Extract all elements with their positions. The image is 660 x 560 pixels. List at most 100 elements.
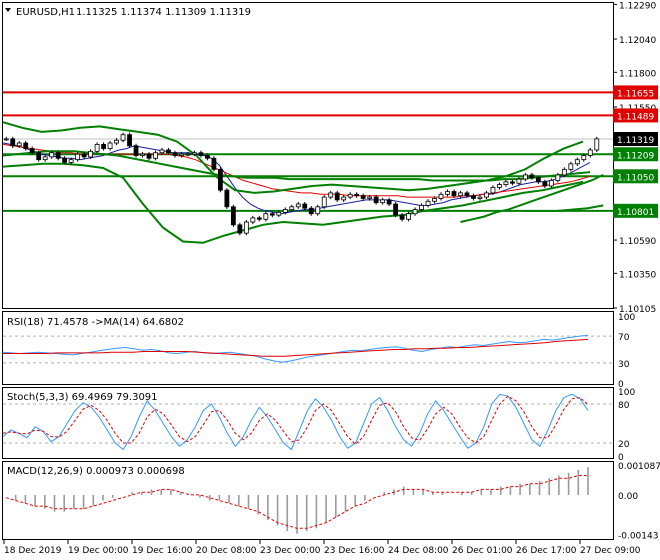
candle-body: [522, 174, 528, 180]
candle-body: [458, 192, 463, 197]
candle-body: [535, 177, 541, 183]
candle-body: [581, 155, 587, 161]
candle-body: [386, 199, 392, 205]
price-level-tag: [613, 108, 658, 123]
price-level-tag: [613, 169, 658, 184]
candle-body: [419, 205, 424, 210]
stoch-tick-label: 20: [618, 440, 630, 450]
price-level-tag: [613, 85, 658, 100]
candle-body: [159, 149, 165, 154]
candle-body: [354, 193, 360, 197]
candle-body: [406, 213, 411, 220]
current-price-label: 1.11319: [617, 136, 654, 146]
candle-body: [107, 142, 113, 149]
chart-symbol: EURUSD,H1: [16, 7, 75, 18]
candle-body: [179, 153, 184, 156]
candle-body: [373, 196, 379, 204]
candle-body: [68, 159, 74, 163]
candle-body: [198, 152, 204, 156]
candle-body: [88, 150, 94, 158]
candle-body: [594, 138, 600, 151]
candle-body: [55, 152, 61, 159]
candle-body: [399, 214, 405, 220]
stoch-plot: 100 80 20 0: [2, 388, 635, 463]
macd-tick-label: 0.00: [618, 492, 638, 502]
price-level-label: 1.10801: [617, 208, 654, 218]
candle-body: [243, 221, 249, 234]
candle-body: [289, 206, 295, 210]
candle-body: [574, 159, 580, 165]
price-series-line: [2, 142, 591, 215]
price-tick-label: 1.11800: [619, 69, 656, 79]
x-tick-label: 26 Dec 01:00: [452, 546, 513, 556]
candle-body: [341, 196, 347, 201]
rsi-tick-label: 70: [618, 333, 630, 343]
candle-body: [302, 203, 308, 209]
x-tick-label: 19 Dec 16:00: [132, 546, 193, 556]
candle-body: [497, 184, 502, 188]
price-tick-label: 1.12040: [619, 36, 656, 46]
candle-body: [490, 186, 496, 194]
candle-body: [224, 189, 230, 208]
candle-body: [29, 148, 35, 154]
candle-body: [120, 134, 126, 141]
x-tick-label: 20 Dec 08:00: [196, 546, 257, 556]
collapse-triangle-icon[interactable]: [5, 8, 11, 12]
x-tick-label: 23 Dec 00:00: [260, 546, 321, 556]
stoch-title: Stoch(5,3,3) 69.4969 79.3091: [7, 392, 158, 403]
candle-body: [438, 193, 444, 199]
x-tick-label: 27 Dec 09:00: [580, 546, 641, 556]
price-level-label: 1.11050: [617, 173, 654, 183]
price-series-line: [2, 162, 584, 244]
rsi-plot: 100 70 30 0: [2, 313, 635, 390]
candle-body: [217, 168, 223, 191]
macd-tick-label: 0.001087: [618, 462, 660, 472]
candle-body: [114, 139, 119, 144]
candle-body: [140, 153, 145, 156]
candle-body: [295, 203, 301, 208]
candle-body: [308, 207, 314, 215]
candle-body: [166, 149, 171, 154]
candle-body: [347, 193, 353, 198]
macd-title: MACD(12,26,9) 0.000973 0.000698: [7, 466, 185, 477]
candle-body: [503, 181, 509, 186]
candle-body: [185, 153, 191, 156]
x-tick-label: 23 Dec 16:00: [324, 546, 385, 556]
price-panel-frame: [2, 2, 614, 309]
candle-body: [3, 138, 9, 141]
rsi-series-line: [3, 338, 589, 357]
candle-body: [205, 155, 210, 159]
candle-body: [75, 153, 81, 161]
stoch-tick-label: 80: [618, 401, 630, 411]
candle-body: [510, 181, 515, 184]
candle-body: [237, 224, 243, 234]
candle-body: [263, 213, 269, 220]
candle-body: [587, 149, 593, 156]
candle-body: [380, 199, 386, 204]
candle-body: [62, 157, 68, 163]
candle-body: [230, 206, 236, 226]
price-series-line: [2, 150, 591, 182]
candle-body: [548, 180, 554, 187]
price-series: [2, 121, 604, 244]
price-level-label: 1.11209: [617, 151, 654, 161]
candle-body: [36, 152, 42, 161]
rsi-panel-frame: [2, 311, 614, 385]
candle-body: [471, 195, 476, 199]
rsi-tick-label: 100: [618, 313, 635, 323]
candle-body: [133, 145, 139, 156]
x-tick-label: 19 Dec 00:00: [68, 546, 129, 556]
stoch-series-line: [2, 393, 589, 451]
macd-plot: 0.001087 0.00 -0.00143: [5, 462, 660, 542]
candle-body: [464, 192, 470, 197]
macd-tick-label: -0.00143: [618, 532, 658, 542]
candle-body: [192, 152, 197, 155]
candle-body: [360, 195, 366, 199]
chart-ohlc: 1.11325 1.11374 1.11309 1.11319: [76, 7, 251, 18]
candle-body: [516, 178, 522, 184]
price-series-line: [525, 204, 604, 212]
candle-body: [146, 153, 152, 159]
candle-body: [256, 217, 262, 220]
candle-body: [269, 213, 275, 216]
